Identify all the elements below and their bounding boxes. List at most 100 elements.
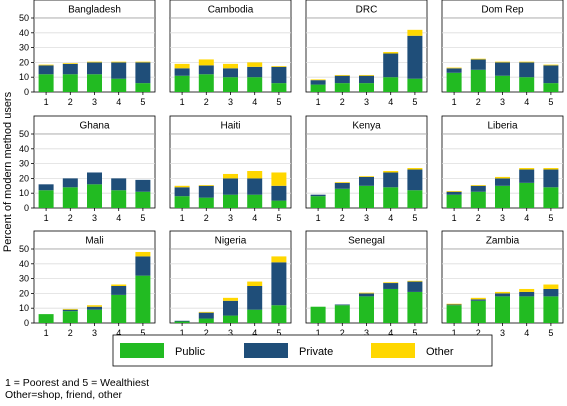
bar-haiti-public-4 xyxy=(247,194,263,208)
x-tick-label: 2 xyxy=(204,97,209,107)
bar-dom-rep-other-4 xyxy=(519,61,535,63)
panel-title-liberia: Liberia xyxy=(487,121,517,132)
bar-kenya-other-4 xyxy=(383,171,399,173)
bar-nigeria-public-1 xyxy=(174,321,190,323)
x-tick-label: 2 xyxy=(204,213,209,223)
bar-haiti-other-5 xyxy=(271,172,287,186)
bar-mali-other-3 xyxy=(87,305,102,307)
panel-title-drc: DRC xyxy=(356,5,378,16)
bar-zambia-public-5 xyxy=(543,296,559,323)
bar-drc-other-3 xyxy=(359,74,374,76)
bar-cambodia-other-3 xyxy=(223,63,238,69)
y-tick-label: 20 xyxy=(19,57,29,67)
x-tick-label: 5 xyxy=(548,328,553,338)
bar-cambodia-other-2 xyxy=(198,59,214,66)
bar-kenya-private-4 xyxy=(383,172,399,188)
bar-cambodia-private-5 xyxy=(271,66,287,84)
x-tick-label: 3 xyxy=(228,328,233,338)
x-tick-label: 2 xyxy=(476,97,481,107)
bar-bangladesh-other-2 xyxy=(62,63,78,64)
panel-title-zambia: Zambia xyxy=(486,236,520,247)
bar-nigeria-private-1 xyxy=(174,320,190,322)
bar-drc-public-5 xyxy=(407,78,423,92)
bar-zambia-public-3 xyxy=(495,296,510,323)
bar-bangladesh-other-5 xyxy=(135,61,151,63)
note-other-definition: Other=shop, friend, other xyxy=(5,389,123,401)
bar-dom-rep-other-5 xyxy=(543,64,559,66)
x-tick-label: 4 xyxy=(252,213,257,223)
legend-label-other: Other xyxy=(426,346,454,358)
x-tick-label: 5 xyxy=(140,328,145,338)
bar-dom-rep-public-2 xyxy=(470,69,486,92)
bar-zambia-other-1 xyxy=(446,303,462,305)
x-tick-label: 2 xyxy=(476,328,481,338)
bar-drc-private-3 xyxy=(359,75,374,84)
bar-cambodia-public-3 xyxy=(223,77,238,92)
legend-swatch-private xyxy=(244,343,288,358)
bar-zambia-public-1 xyxy=(446,305,462,323)
bar-kenya-private-2 xyxy=(334,182,350,189)
x-tick-label: 5 xyxy=(412,97,417,107)
x-tick-label: 3 xyxy=(228,213,233,223)
x-tick-label: 1 xyxy=(316,213,321,223)
bar-bangladesh-public-2 xyxy=(62,74,78,92)
bar-senegal-private-4 xyxy=(383,283,399,289)
bar-bangladesh-private-3 xyxy=(87,62,102,75)
bar-bangladesh-private-4 xyxy=(111,62,127,79)
bar-drc-private-1 xyxy=(310,80,326,85)
bar-mali-private-5 xyxy=(135,256,151,276)
bar-dom-rep-other-1 xyxy=(446,67,462,69)
bar-kenya-other-2 xyxy=(334,182,350,183)
bar-nigeria-public-3 xyxy=(223,315,238,323)
x-tick-label: 4 xyxy=(252,328,257,338)
bar-drc-public-3 xyxy=(359,83,374,92)
x-tick-label: 4 xyxy=(524,97,529,107)
bar-nigeria-private-3 xyxy=(223,300,238,316)
x-tick-label: 1 xyxy=(316,97,321,107)
bar-nigeria-private-4 xyxy=(247,286,263,310)
bar-ghana-private-2 xyxy=(62,178,78,188)
x-tick-label: 1 xyxy=(316,328,321,338)
bar-liberia-private-1 xyxy=(446,191,462,195)
x-tick-label: 3 xyxy=(364,328,369,338)
bar-liberia-private-4 xyxy=(519,169,535,183)
legend-label-public: Public xyxy=(175,346,205,358)
x-tick-label: 3 xyxy=(92,97,97,107)
y-tick-label: 20 xyxy=(19,288,29,298)
bar-bangladesh-other-1 xyxy=(38,64,54,66)
bar-nigeria-public-2 xyxy=(198,318,214,323)
bar-mali-other-2 xyxy=(62,308,78,310)
y-tick-label: 0 xyxy=(24,203,29,213)
bar-mali-private-4 xyxy=(111,286,127,295)
bar-kenya-public-2 xyxy=(334,188,350,208)
bar-haiti-other-4 xyxy=(247,171,263,179)
panel-title-kenya: Kenya xyxy=(352,121,381,132)
x-tick-label: 1 xyxy=(452,328,457,338)
x-tick-label: 5 xyxy=(548,97,553,107)
x-tick-label: 1 xyxy=(44,328,49,338)
panel-title-cambodia: Cambodia xyxy=(208,5,254,16)
bar-zambia-other-2 xyxy=(470,297,486,300)
bar-senegal-other-5 xyxy=(407,280,423,282)
x-tick-label: 3 xyxy=(500,97,505,107)
legend-label-private: Private xyxy=(299,346,333,358)
x-tick-label: 5 xyxy=(548,213,553,223)
bar-haiti-private-2 xyxy=(198,185,214,198)
bar-mali-public-4 xyxy=(111,294,127,323)
x-tick-label: 2 xyxy=(68,213,73,223)
bar-haiti-private-1 xyxy=(174,187,190,197)
bar-bangladesh-public-1 xyxy=(38,74,54,92)
y-tick-label: 10 xyxy=(19,72,29,82)
bar-bangladesh-public-4 xyxy=(111,78,127,92)
y-tick-label: 30 xyxy=(19,274,29,284)
x-tick-label: 5 xyxy=(276,328,281,338)
bar-haiti-private-5 xyxy=(271,185,287,201)
bar-drc-public-1 xyxy=(310,84,326,92)
bar-dom-rep-private-3 xyxy=(495,62,510,76)
bar-nigeria-other-3 xyxy=(223,297,238,301)
bar-kenya-public-5 xyxy=(407,190,423,208)
x-tick-label: 3 xyxy=(364,213,369,223)
bar-senegal-public-5 xyxy=(407,291,423,323)
x-tick-label: 4 xyxy=(388,97,393,107)
